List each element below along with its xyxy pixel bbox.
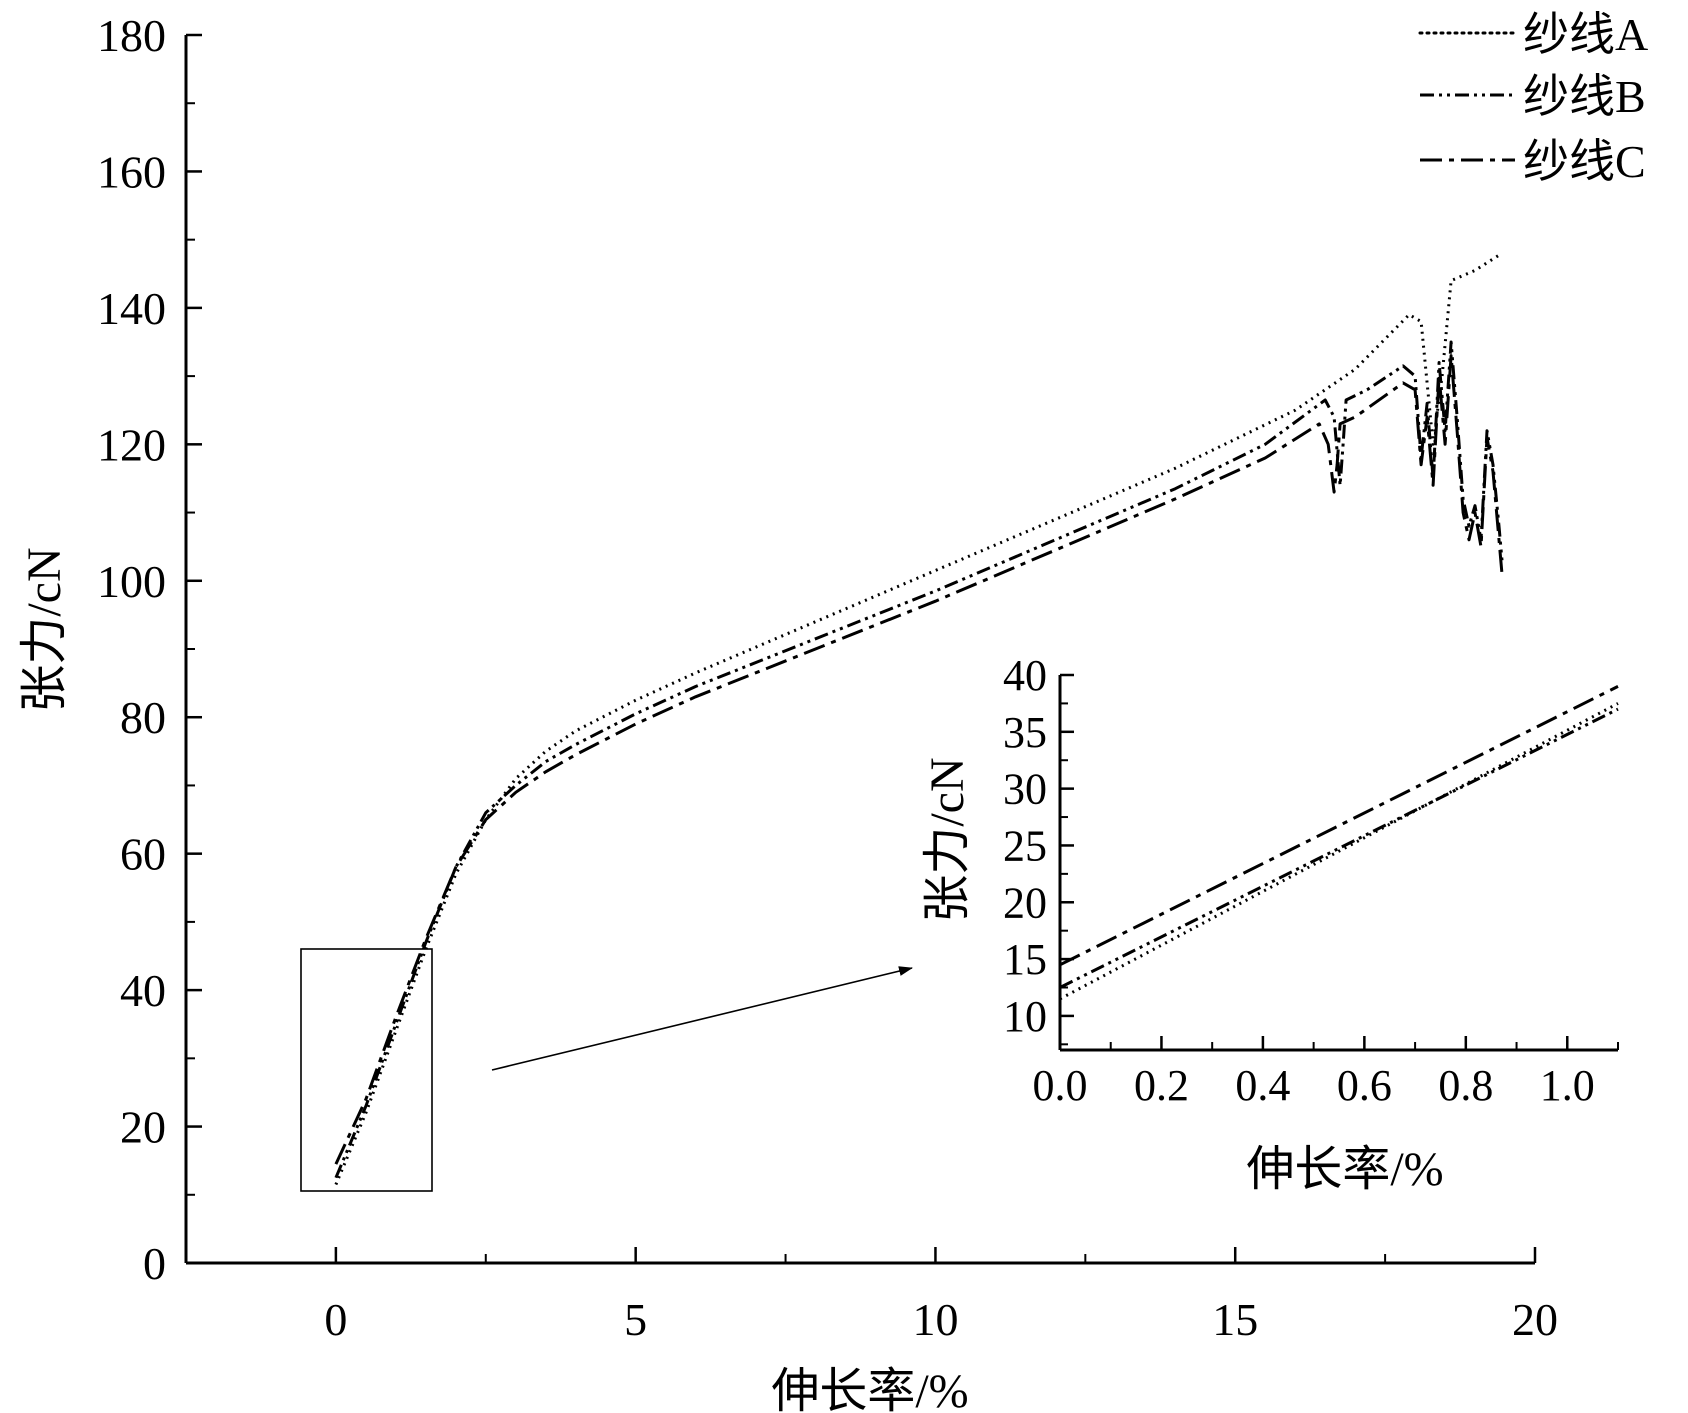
inset-x-tick-label: 0.6 xyxy=(1337,1061,1392,1110)
inset-y-tick-label: 30 xyxy=(1003,765,1047,814)
main-x-ticks: 0 5 10 15 20 xyxy=(185,1247,1558,1345)
main-y-tick-label: 120 xyxy=(97,419,166,470)
series-line-yarn-a xyxy=(334,252,1503,1186)
inset-x-tick-label: 1.0 xyxy=(1540,1061,1595,1110)
series-line-yarn-b xyxy=(334,340,1504,1179)
inset-y-tick-label: 20 xyxy=(1003,878,1047,927)
inset-series-group xyxy=(1059,685,1619,1001)
inset-x-tick-label: 0.4 xyxy=(1235,1061,1290,1110)
main-y-tick-label: 80 xyxy=(120,692,166,743)
main-series-group xyxy=(334,252,1504,1186)
main-y-tick-label: 160 xyxy=(97,146,166,197)
main-x-tick-label: 0 xyxy=(324,1294,347,1345)
inset-x-tick-label: 0.0 xyxy=(1033,1061,1088,1110)
zoom-arrow xyxy=(491,966,913,1071)
inset-x-tick-label: 0.2 xyxy=(1134,1061,1189,1110)
legend-item-yarn-c: 纱线C xyxy=(1420,136,1646,187)
inset-y-tick-label: 10 xyxy=(1003,992,1047,1041)
inset-y-tick-label: 15 xyxy=(1003,935,1047,984)
inset-y-tick-label: 25 xyxy=(1003,821,1047,870)
inset-y-tick-label: 40 xyxy=(1003,651,1047,700)
legend-label-yarn-a: 纱线A xyxy=(1523,9,1648,60)
main-y-axis-title: 张力/cN xyxy=(18,547,71,712)
inset-series-line-yarn-b xyxy=(1059,707,1619,989)
main-y-tick-label: 60 xyxy=(120,829,166,880)
inset-x-tick-label: 0.8 xyxy=(1438,1061,1493,1110)
zoom-region-box xyxy=(300,948,433,1192)
inset-series-line-yarn-a xyxy=(1059,702,1619,1001)
main-x-tick-label: 15 xyxy=(1212,1294,1258,1345)
legend: 纱线A 纱线B 纱线C xyxy=(1418,9,1648,187)
inset-series-line-yarn-c xyxy=(1059,685,1619,967)
inset-x-ticks: 0.0 0.2 0.4 0.6 0.8 1.0 xyxy=(1033,1036,1619,1110)
legend-label-yarn-c: 纱线C xyxy=(1523,136,1646,187)
series-line-yarn-c xyxy=(334,354,1504,1165)
inset-y-axis-title: 张力/cN xyxy=(921,757,974,922)
main-x-tick-label: 20 xyxy=(1512,1294,1558,1345)
main-y-tick-label: 20 xyxy=(120,1102,166,1153)
inset-x-axis-title: 伸长率/% xyxy=(1246,1143,1443,1196)
inset-y-tick-label: 35 xyxy=(1003,708,1047,757)
main-y-ticks: 0 20 40 60 80 100 120 140 160 180 xyxy=(97,10,202,1289)
legend-item-yarn-b: 纱线B xyxy=(1420,71,1646,122)
main-y-tick-label: 180 xyxy=(97,10,166,61)
legend-item-yarn-a: 纱线A xyxy=(1418,9,1648,60)
main-y-tick-label: 100 xyxy=(97,556,166,607)
inset-y-ticks: 10 15 20 25 30 35 40 xyxy=(1003,651,1074,1046)
main-x-tick-label: 5 xyxy=(624,1294,647,1345)
main-y-tick-label: 40 xyxy=(120,965,166,1016)
main-y-tick-label: 0 xyxy=(143,1238,166,1289)
main-x-tick-label: 10 xyxy=(912,1294,958,1345)
main-x-axis-title: 伸长率/% xyxy=(771,1365,968,1413)
legend-label-yarn-b: 纱线B xyxy=(1523,71,1646,122)
main-y-tick-label: 140 xyxy=(97,283,166,334)
